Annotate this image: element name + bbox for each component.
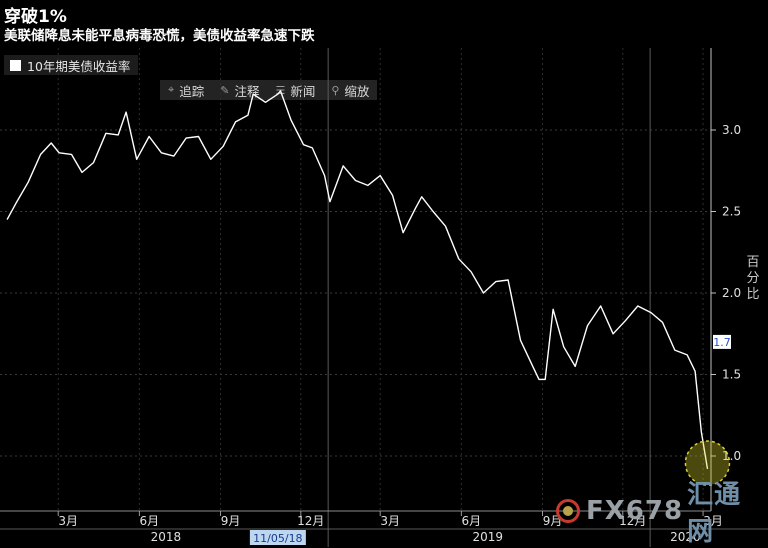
- y-tick-label: 1.5: [722, 368, 741, 382]
- x-tick-label: 6月: [462, 514, 482, 528]
- news-label: 新闻: [290, 83, 316, 99]
- zoom-button[interactable]: ⚲ 缩放: [323, 81, 377, 100]
- legend-label: 10年期美债收益率: [27, 58, 131, 74]
- y-axis-ticks: 1.01.52.02.53.0: [711, 123, 741, 463]
- chart-title: 穿破1%: [4, 7, 67, 27]
- logo-mark-icon: [556, 499, 580, 523]
- year-labels: 2018 2019 2020 11/05/18: [151, 530, 701, 545]
- last-value-label: 1.7: [713, 336, 731, 349]
- highlight-date-box: [249, 530, 306, 545]
- x-tick-label: 12月: [297, 514, 324, 528]
- watermark-text: FX678: [585, 496, 684, 526]
- year-label: 2018: [151, 530, 182, 544]
- highlight-date-label: 11/05/18: [253, 532, 302, 545]
- chart-subtitle: 美联储降息未能平息病毒恐慌，美债收益率急速下跌: [4, 28, 315, 44]
- x-tick-label: 3月: [380, 514, 400, 528]
- y-tick-label: 2.5: [722, 205, 741, 219]
- track-button[interactable]: ⌖ 追踪: [160, 81, 212, 100]
- series-layer: [6, 90, 709, 470]
- yield-series-line: [6, 90, 709, 470]
- zoom-label: 缩放: [344, 83, 370, 99]
- x-tick-label: 6月: [140, 514, 160, 528]
- x-tick-label: 9月: [221, 514, 241, 528]
- last-value-tag: [713, 334, 731, 349]
- watermark-logo: FX678 汇通网: [556, 480, 768, 547]
- y-tick-label: 2.0: [722, 286, 741, 300]
- y-tick-label: 3.0: [722, 123, 741, 137]
- crosshair-icon: ⌖: [168, 83, 175, 96]
- x-axis-ticks: 3月 6月 9月 12月 3月 6月 9月 12月 3月: [57, 511, 723, 528]
- year-label: 2020: [670, 530, 701, 544]
- magnifier-icon: ⚲: [331, 83, 340, 97]
- legend-swatch: [10, 59, 21, 71]
- year-label: 2019: [473, 530, 504, 544]
- track-label: 追踪: [179, 83, 205, 99]
- news-icon: ☰: [275, 83, 286, 97]
- y-axis-title: 百分比: [746, 255, 760, 302]
- highlight-circle: [684, 440, 731, 486]
- legend[interactable]: 10年期美债收益率: [4, 55, 139, 75]
- watermark-cn-text: 汇通网: [687, 480, 742, 547]
- grid-lines: [0, 48, 711, 547]
- axis-lines: [0, 48, 768, 530]
- news-button[interactable]: ☰ 新闻: [267, 81, 323, 100]
- x-tick-label: 3月: [58, 514, 78, 528]
- x-tick-label: 12月: [619, 514, 646, 528]
- marker-layer: 1.7: [684, 334, 731, 486]
- x-tick-label: 3月: [703, 514, 723, 528]
- pencil-icon: ✎: [220, 83, 230, 97]
